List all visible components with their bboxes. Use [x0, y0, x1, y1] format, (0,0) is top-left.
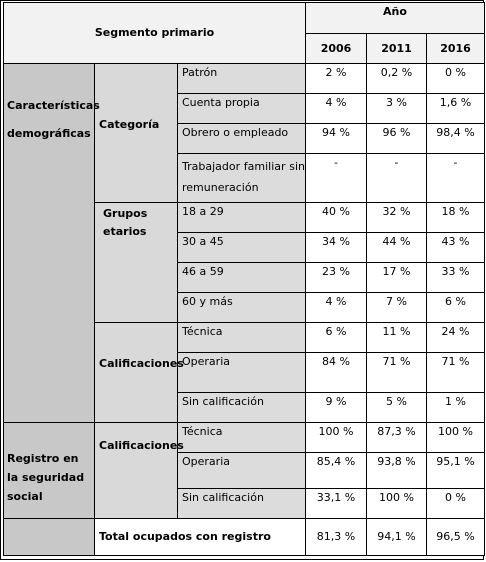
row-label: Obrero o empleado	[177, 123, 306, 154]
cell-2016: 33 %	[425, 262, 486, 293]
cell-2016: 0 %	[425, 63, 486, 94]
cell-2006: 9 %	[305, 392, 367, 423]
row-label: 46 a 59	[177, 262, 306, 293]
cell-2011: 17 %	[366, 262, 427, 293]
cell-2011: 5 %	[366, 392, 427, 423]
year-2006-header: 2006	[305, 33, 367, 64]
cell-2016: 95,1 %	[425, 452, 486, 489]
row-label: Operaria	[177, 452, 306, 489]
cell-2006: 4 %	[305, 93, 367, 124]
cell-2011: 3 %	[366, 93, 427, 124]
cell-2011: 87,3 %	[366, 422, 427, 453]
cell-2016: 24 %	[425, 322, 486, 353]
segment-header: Segmento primario	[3, 2, 306, 64]
cell-2016: 18 %	[425, 202, 486, 233]
row-label: Sin calificación	[177, 488, 306, 519]
row-label: Patrón	[177, 63, 306, 94]
cell-2016: 1 %	[425, 392, 486, 423]
data-table: Segmento primario Año 2006 2011 2016 Car…	[3, 2, 486, 556]
cell-2006: 2 %	[305, 63, 367, 94]
cell-2016: 43 %	[425, 232, 486, 263]
cell-2006: 23 %	[305, 262, 367, 293]
year-2011-header: 2011	[366, 33, 427, 64]
row-label: Trabajador familiar sin remuneración	[177, 153, 306, 203]
cell-2011: 11 %	[366, 322, 427, 353]
row-label: Operaria	[177, 352, 306, 393]
cell-2011: 96 %	[366, 123, 427, 154]
cell-2011: 100 %	[366, 488, 427, 519]
subsection-grupos-label: Grupos etarios	[94, 202, 178, 323]
total-2006: 81,3 %	[305, 518, 367, 556]
year-2016-header: 2016	[425, 33, 486, 64]
cell-2006: 6 %	[305, 322, 367, 353]
total-2011: 94,1 %	[366, 518, 427, 556]
row-label: 30 a 45	[177, 232, 306, 263]
row-label: Técnica	[177, 422, 306, 453]
section-registro-label: Registro en la seguridad social	[3, 422, 95, 519]
total-2016: 96,5 %	[425, 518, 486, 556]
cell-2011: 0,2 %	[366, 63, 427, 94]
cell-2006: 4 %	[305, 292, 367, 323]
cell-2011: 93,8 %	[366, 452, 427, 489]
row-label: Sin calificación	[177, 392, 306, 423]
year-header: Año	[304, 2, 486, 34]
cell-2016: -	[425, 153, 486, 203]
cell-2006: -	[305, 153, 367, 203]
cell-2006: 100 %	[305, 422, 367, 453]
cell-2006: 34 %	[305, 232, 367, 263]
cell-2006: 84 %	[305, 352, 367, 393]
section-demographics-label: Características demográficas	[3, 63, 100, 423]
subsection-calificaciones-label: Calificaciones	[94, 322, 184, 423]
cell-2011: 44 %	[366, 232, 427, 263]
cell-2016: 98,4 %	[425, 123, 486, 154]
row-label: Técnica	[177, 322, 306, 353]
cell-2016: 71 %	[425, 352, 486, 393]
cell-2016: 1,6 %	[425, 93, 486, 124]
cell-2011: 32 %	[366, 202, 427, 233]
subsection-registro-calificaciones-label: Calificaciones	[94, 422, 184, 519]
row-label: Cuenta propia	[177, 93, 306, 124]
row-label: 60 y más	[177, 292, 306, 323]
cell-2006: 85,4 %	[305, 452, 367, 489]
cell-2006: 40 %	[305, 202, 367, 233]
cell-2011: -	[366, 153, 427, 203]
cell-2016: 100 %	[425, 422, 486, 453]
total-row-spacer	[3, 518, 95, 556]
cell-2006: 33,1 %	[305, 488, 367, 519]
cell-2016: 6 %	[425, 292, 486, 323]
cell-2011: 71 %	[366, 352, 427, 393]
cell-2011: 7 %	[366, 292, 427, 323]
cell-2006: 94 %	[305, 123, 367, 154]
total-label: Total ocupados con registro	[94, 518, 306, 556]
subsection-categoria-label: Categoría	[94, 63, 178, 203]
cell-2016: 0 %	[425, 488, 486, 519]
row-label: 18 a 29	[177, 202, 306, 233]
